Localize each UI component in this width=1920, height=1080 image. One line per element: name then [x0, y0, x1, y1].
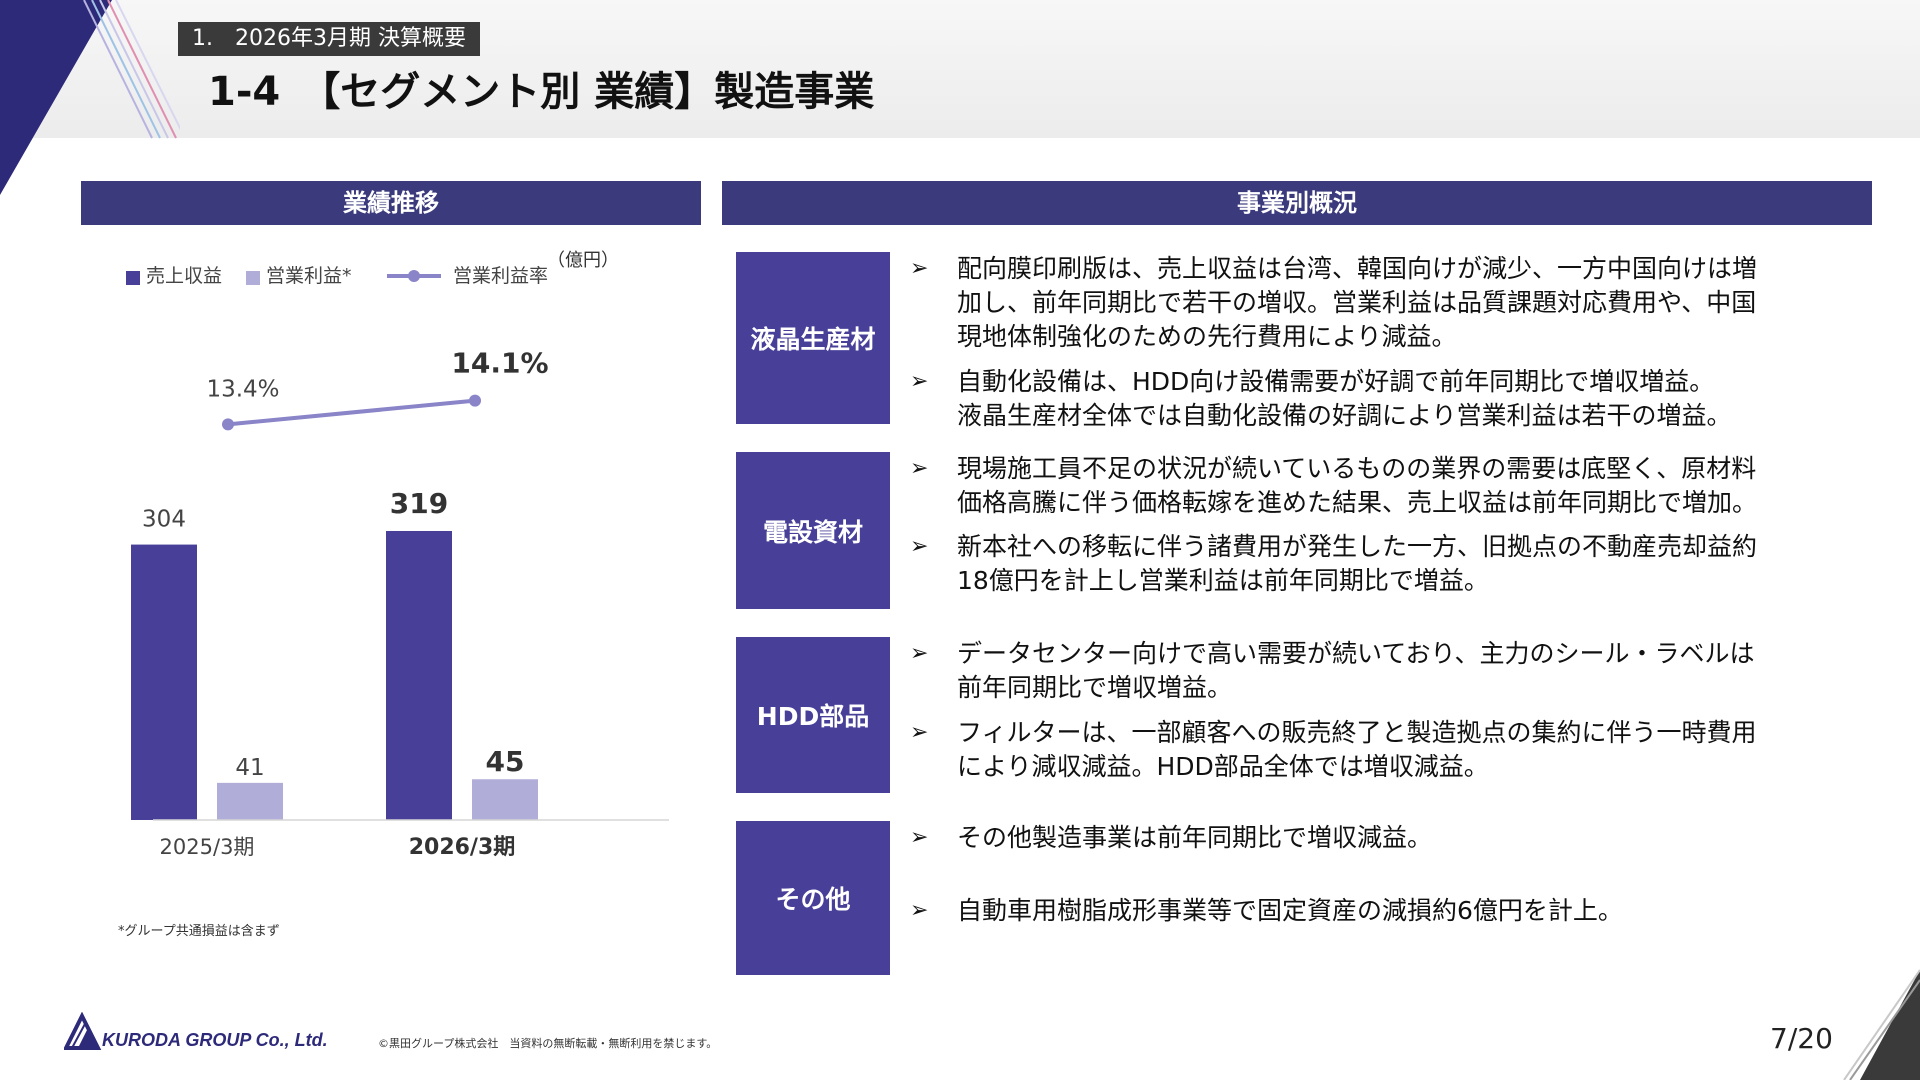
bullet-3-0: ➢ その他製造事業は前年同期比で増収減益。 — [910, 821, 1862, 855]
bar-sales-0 — [131, 544, 197, 820]
segment-label-electrical-materials: 電設資材 — [736, 452, 890, 609]
legend-label-margin: 営業利益率 — [453, 265, 548, 287]
bullet-line: 現地体制強化のための先行費用により減益。 — [957, 322, 1457, 351]
bar-operating-profit-0 — [217, 782, 283, 820]
bullet-arrow-icon: ➢ — [910, 534, 929, 559]
bars-layer — [131, 530, 538, 820]
legend-swatch-operating-profit — [246, 271, 260, 285]
bullet-line: 新本社への移転に伴う諸費用が発生した一方、旧拠点の不動産売却益約 — [957, 532, 1758, 561]
bullet-0-0: ➢ 配向膜印刷版は、売上収益は台湾、韓国向けが減少、一方中国向けは増 加し、前年同期… — [910, 252, 1862, 354]
bullet-line: 価格高騰に伴う価格転嫁を進めた結果、売上収益は前年同期比で増加。 — [957, 488, 1758, 517]
performance-panel-heading: 業績推移 — [81, 181, 701, 225]
margin-line-layer — [222, 394, 481, 431]
label-sales-1: 319 — [390, 487, 448, 520]
segment-label-hdd-parts: HDD部品 — [736, 637, 890, 793]
bullet-line: 液晶生産材全体では自動化設備の好調により営業利益は若干の増益。 — [957, 401, 1732, 430]
bullet-line: により減収減益。HDD部品全体では増収減益。 — [957, 752, 1489, 781]
bullet-line: 18億円を計上し営業利益は前年同期比で増益。 — [957, 566, 1489, 595]
bullet-arrow-icon: ➢ — [910, 256, 929, 281]
x-tick-label-1: 2026/3期 — [409, 835, 516, 860]
unit-label: （億円） — [547, 250, 619, 271]
bullet-line: 配向膜印刷版は、売上収益は台湾、韓国向けが減少、一方中国向けは増 — [957, 254, 1758, 283]
label-operating-profit-1: 45 — [486, 745, 525, 778]
labels-layer: 304 41 13.4% 2025/3期 319 45 14.1% 2026/3期 — [142, 347, 549, 860]
section-tag: 1. 2026年3月期 決算概要 — [178, 22, 480, 56]
bullet-3-1: ➢ 自動車用樹脂成形事業等で固定資産の減損約6億円を計上。 — [910, 894, 1862, 928]
x-tick-label-0: 2025/3期 — [160, 835, 255, 859]
margin-point-1 — [469, 394, 481, 407]
legend-label-sales: 売上収益 — [146, 265, 222, 287]
bullet-1-1: ➢ 新本社への移転に伴う諸費用が発生した一方、旧拠点の不動産売却益約 18億円を計上… — [910, 530, 1862, 598]
label-sales-0: 304 — [142, 507, 186, 533]
legend-label-operating-profit: 営業利益* — [266, 265, 352, 287]
bullet-line: 加し、前年同期比で若干の増収。営業利益は品質課題対応費用や、中国 — [957, 288, 1757, 317]
label-operating-profit-0: 41 — [235, 755, 264, 781]
page-title: 1-4 【セグメント別 業績】製造事業 — [208, 69, 875, 115]
bullet-0-1: ➢ 自動化設備は、HDD向け設備需要が好調で前年同期比で増収増益。 液晶生産材全体で… — [910, 365, 1862, 433]
bullet-arrow-icon: ➢ — [910, 720, 929, 745]
legend-swatch-sales — [126, 271, 140, 285]
legend-marker-margin — [408, 270, 420, 282]
logo-mark-icon — [64, 1012, 102, 1050]
svg-text:KURODA GROUP Co., Ltd.: KURODA GROUP Co., Ltd. — [102, 1030, 328, 1050]
corner-decoration — [0, 0, 180, 195]
bullet-arrow-icon: ➢ — [910, 898, 929, 923]
bullet-line: 自動化設備は、HDD向け設備需要が好調で前年同期比で増収増益。 — [957, 367, 1715, 396]
bar-operating-profit-1 — [472, 779, 538, 820]
bullet-1-0: ➢ 現場施工員不足の状況が続いているものの業界の需要は底堅く、原材料 価格高騰に伴う… — [910, 452, 1862, 520]
bullet-2-1: ➢ フィルターは、一部顧客への販売終了と製造拠点の集約に伴う一時費用 により減収減益… — [910, 716, 1862, 784]
bullet-arrow-icon: ➢ — [910, 369, 929, 394]
segment-label-other: その他 — [736, 821, 890, 975]
copyright-notice: ©黒田グループ株式会社 当資料の無断転載・無断利用を禁じます。 — [378, 1037, 718, 1050]
chart-footnote: *グループ共通損益は含まず — [118, 924, 280, 939]
chart-legend: 売上収益 営業利益* 営業利益率 — [126, 265, 548, 287]
kuroda-logo: KURODA GROUP Co., Ltd. — [64, 1012, 328, 1050]
bullet-line: データセンター向けで高い需要が続いており、主力のシール・ラベルは — [957, 639, 1755, 668]
bullet-arrow-icon: ➢ — [910, 825, 929, 850]
bullet-arrow-icon: ➢ — [910, 641, 929, 666]
label-margin-1: 14.1% — [451, 347, 548, 380]
label-margin-0: 13.4% — [206, 376, 279, 402]
bottom-right-decoration — [1843, 969, 1920, 1080]
bullet-line: 現場施工員不足の状況が続いているものの業界の需要は底堅く、原材料 — [957, 454, 1757, 483]
bullet-2-0: ➢ データセンター向けで高い需要が続いており、主力のシール・ラベルは 前年同期比で増… — [910, 637, 1862, 705]
page-number: 7/20 — [1770, 1022, 1833, 1055]
business-overview-heading: 事業別概況 — [722, 181, 1872, 225]
bullet-arrow-icon: ➢ — [910, 456, 929, 481]
bullet-line: 前年同期比で増収増益。 — [957, 673, 1233, 702]
margin-line — [227, 398, 476, 427]
margin-point-0 — [222, 418, 234, 431]
segment-label-lcd-materials: 液晶生産材 — [736, 252, 890, 424]
bullet-line: 自動車用樹脂成形事業等で固定資産の減損約6億円を計上。 — [957, 896, 1623, 925]
segment-performance-chart: （億円） 売上収益 営業利益* 営業利益率 3044113.4%2025/3期3… — [126, 250, 669, 860]
bullet-line: フィルターは、一部顧客への販売終了と製造拠点の集約に伴う一時費用 — [957, 718, 1757, 747]
bullet-line: その他製造事業は前年同期比で増収減益。 — [957, 823, 1433, 852]
bar-sales-1 — [386, 530, 452, 820]
